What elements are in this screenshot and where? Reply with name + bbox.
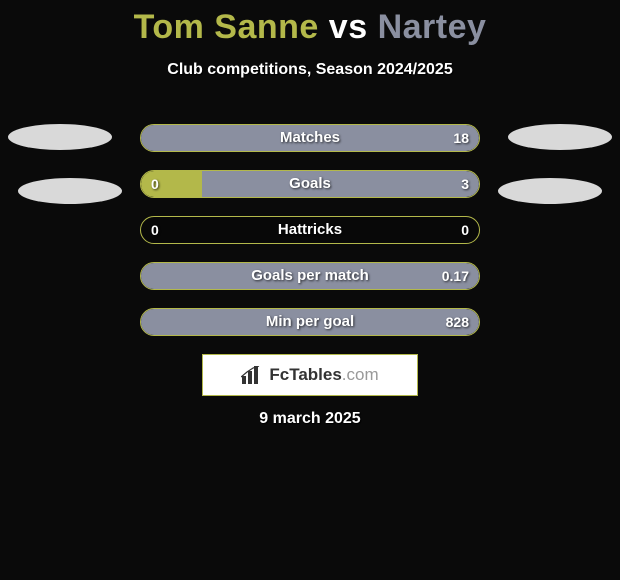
player2-name: Nartey: [378, 8, 487, 46]
right-ellipse-1: [508, 124, 612, 150]
date-text: 9 march 2025: [0, 410, 620, 428]
bar-label: Min per goal: [141, 309, 479, 335]
bar-right-value: 18: [443, 125, 479, 151]
bar-left-value: 0: [141, 217, 169, 243]
stat-bar: Matches18: [140, 124, 480, 152]
bar-label: Matches: [141, 125, 479, 151]
bar-left-value: 0: [141, 171, 169, 197]
subtitle: Club competitions, Season 2024/2025: [0, 61, 620, 79]
bar-right-value: 0: [451, 217, 479, 243]
logo-brand-gray: .com: [342, 365, 379, 384]
bar-label: Hattricks: [141, 217, 479, 243]
stat-bar: Goals0 3: [140, 170, 480, 198]
right-ellipse-2: [498, 178, 602, 204]
stat-bars: Matches18Goals03Hattricks00Goals per mat…: [140, 124, 480, 354]
stat-bar: Goals per match0.17: [140, 262, 480, 290]
logo-brand-bold: FcTables: [269, 365, 341, 384]
vs-text: vs: [329, 8, 368, 46]
bar-chart-icon: [241, 366, 263, 384]
left-ellipse-1: [8, 124, 112, 150]
stat-bar: Min per goal828: [140, 308, 480, 336]
bar-right-value: 0.17: [432, 263, 479, 289]
bar-label: Goals per match: [141, 263, 479, 289]
bar-label: Goals: [141, 171, 479, 197]
bar-right-value: 828: [436, 309, 479, 335]
comparison-title: Tom Sanne vs Nartey: [0, 0, 620, 47]
stat-bar: Hattricks0 0: [140, 216, 480, 244]
fctables-logo: FcTables.com: [202, 354, 418, 396]
logo-text: FcTables.com: [269, 365, 378, 385]
bar-right-value: 3: [451, 171, 479, 197]
left-ellipse-2: [18, 178, 122, 204]
player1-name: Tom Sanne: [134, 8, 319, 46]
